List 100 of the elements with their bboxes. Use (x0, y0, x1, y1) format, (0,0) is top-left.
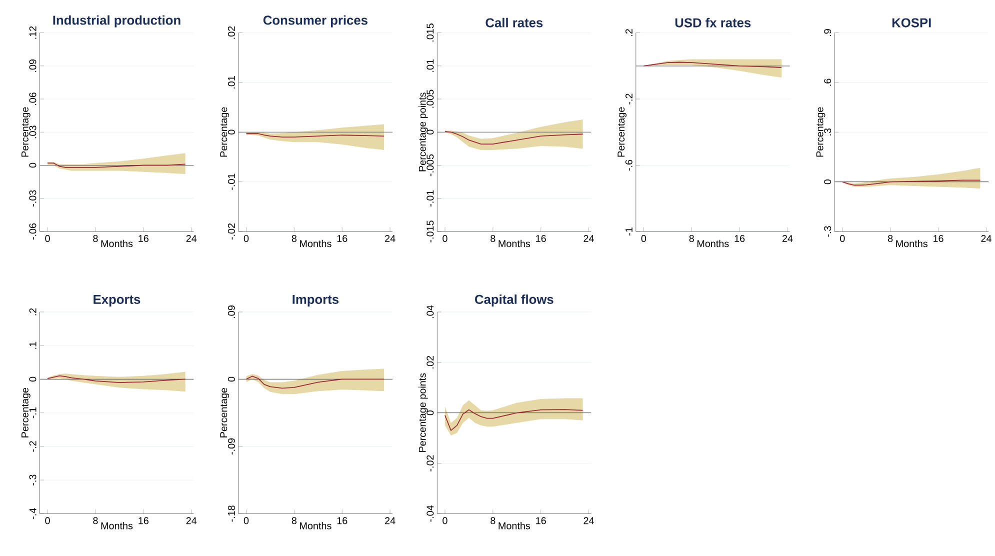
x-axis-title: Months (498, 240, 530, 247)
y-tick-label: .09 (228, 305, 235, 318)
y-tick-label: -.06 (29, 223, 36, 240)
y-tick-label: .6 (824, 78, 832, 86)
y-tick-label: .01 (228, 76, 235, 88)
y-tick-label: -.005 (426, 154, 434, 176)
y-tick-label: .015 (426, 23, 434, 42)
x-tick-label: 24 (782, 234, 793, 242)
x-axis-title: Months (300, 240, 332, 247)
x-tick-label: 8 (490, 234, 496, 242)
x-tick-label: 8 (93, 516, 98, 524)
y-tick-label: .1 (29, 342, 36, 349)
y-tick-label: .03 (29, 125, 36, 138)
x-tick-label: 8 (292, 516, 297, 524)
x-tick-label: 24 (385, 234, 396, 242)
x-tick-label: 8 (888, 234, 893, 242)
y-axis-title: Percentage points (418, 373, 428, 452)
y-tick-label: -.18 (228, 505, 235, 522)
x-tick-label: 24 (385, 516, 396, 524)
y-tick-label: -1 (626, 227, 632, 236)
chart-title: Capital flows (475, 294, 554, 306)
x-tick-label: 16 (337, 234, 348, 242)
y-tick-label: 0 (29, 376, 36, 382)
y-tick-label: -.3 (824, 226, 832, 237)
x-axis-title: Months (101, 522, 133, 530)
y-tick-label: -.3 (29, 474, 36, 486)
x-tick-label: 0 (45, 234, 50, 242)
x-tick-label: 0 (641, 234, 646, 242)
y-tick-label: -.2 (29, 440, 36, 452)
y-tick-label: -.015 (426, 220, 434, 242)
y-tick-label: -.2 (625, 94, 632, 104)
x-tick-label: 24 (981, 234, 992, 242)
x-tick-label: 16 (337, 516, 348, 524)
chart-title: USD fx rates (675, 18, 751, 28)
x-tick-label: 0 (45, 516, 50, 524)
y-tick-label: .3 (824, 128, 832, 136)
x-tick-label: 16 (536, 234, 546, 242)
chart-title: Imports (292, 294, 339, 306)
x-axis-title: Months (896, 240, 928, 247)
x-tick-label: 8 (689, 234, 694, 242)
y-axis-title: Percentage (220, 388, 230, 438)
y-tick-label: .02 (426, 356, 434, 368)
y-tick-label: -.6 (625, 160, 632, 170)
x-tick-label: 24 (186, 234, 197, 242)
chart-title: Consumer prices (263, 15, 368, 28)
y-tick-label: -.01 (426, 190, 434, 206)
y-tick-label: -.04 (426, 505, 434, 522)
y-axis-title: Percentage (618, 107, 627, 156)
y-tick-label: 0 (426, 410, 434, 415)
y-tick-label: 0 (228, 376, 235, 382)
x-axis-title: Months (300, 522, 332, 530)
chart-title: Exports (94, 294, 140, 306)
y-tick-label: 0 (426, 130, 434, 134)
y-tick-label: 0 (824, 179, 832, 184)
x-tick-label: 8 (93, 234, 98, 242)
y-axis-title: Percentage (22, 388, 30, 438)
y-tick-label: .9 (824, 28, 832, 36)
y-tick-label: .04 (426, 305, 434, 318)
x-tick-label: 0 (442, 516, 448, 524)
x-tick-label: 8 (490, 516, 496, 524)
y-tick-label: .06 (29, 92, 36, 105)
y-tick-label: 0 (228, 130, 235, 134)
x-tick-label: 0 (442, 234, 448, 242)
y-axis-title: Percentage points (418, 92, 428, 172)
y-axis-title: Percentage (22, 107, 30, 156)
x-tick-label: 16 (734, 234, 745, 242)
x-tick-label: 16 (138, 234, 148, 242)
x-axis-title: Months (101, 240, 133, 247)
y-tick-label: .09 (29, 59, 36, 72)
y-tick-label: .02 (228, 26, 235, 39)
x-tick-label: 8 (292, 234, 297, 242)
y-axis-title: Percentage (816, 107, 826, 156)
chart-title: Call rates (486, 18, 543, 28)
x-tick-label: 24 (584, 516, 594, 524)
y-tick-label: -.02 (426, 455, 434, 472)
y-tick-label: .12 (29, 26, 36, 39)
y-tick-label: -.4 (29, 508, 36, 519)
y-tick-label: -.03 (29, 190, 36, 206)
x-tick-label: 16 (536, 516, 546, 524)
x-tick-label: 16 (934, 234, 944, 242)
chart-title: KOSPI (892, 18, 931, 28)
x-axis-title: Months (697, 240, 729, 247)
y-tick-label: -.1 (29, 407, 36, 418)
y-axis-title: Percentage (220, 107, 230, 156)
y-tick-label: -.09 (228, 438, 235, 454)
x-tick-label: 0 (244, 516, 249, 524)
y-tick-label: 0 (29, 162, 36, 168)
y-tick-label: -.02 (228, 223, 235, 240)
x-axis-title: Months (498, 522, 530, 530)
x-tick-label: 0 (244, 234, 249, 242)
chart-title: Industrial production (53, 15, 180, 28)
y-tick-label: -.01 (228, 174, 235, 190)
x-tick-label: 0 (840, 234, 845, 242)
y-tick-label: .2 (29, 308, 36, 316)
y-tick-label: .005 (426, 90, 434, 108)
x-tick-label: 16 (138, 516, 148, 524)
x-tick-label: 24 (186, 516, 197, 524)
y-tick-label: .2 (625, 28, 632, 36)
x-tick-label: 24 (584, 234, 594, 242)
y-tick-label: .01 (426, 59, 434, 72)
